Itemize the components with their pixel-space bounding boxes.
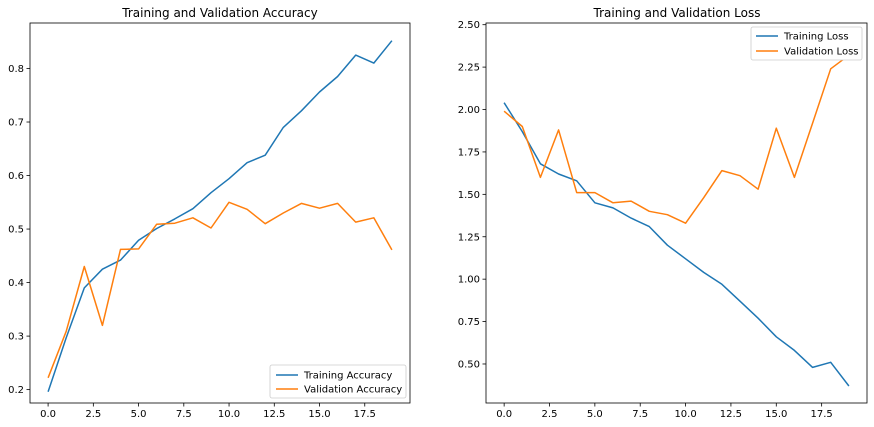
accuracy-axis-ticks: 0.0 2.5 5.0 7.5 10.0 12.5 15.0 17.5 0.2 0.3 0.4 0.5…	[8, 64, 376, 420]
legend-label-training-accuracy: Training Accuracy	[303, 371, 392, 382]
x-tick-label: 15.0	[308, 409, 330, 420]
y-tick-label: 0.75	[458, 317, 480, 328]
x-tick-label: 10.0	[674, 409, 696, 420]
y-tick-label: 1.75	[458, 147, 480, 158]
accuracy-plot-frame	[29, 22, 411, 404]
y-tick-label: 2.50	[458, 20, 480, 31]
x-tick-label: 12.5	[720, 409, 742, 420]
x-tick-label: 2.5	[542, 409, 558, 420]
accuracy-legend-box	[269, 364, 407, 399]
y-tick-label: 0.6	[8, 171, 24, 182]
x-tick-label: 2.5	[85, 409, 101, 420]
y-tick-label: 0.4	[8, 278, 24, 289]
y-tick-label: 2.25	[458, 63, 480, 74]
accuracy-series-lines	[47, 40, 393, 393]
accuracy-chart: Training and Validation Accuracy 0.0 2.5 5…	[8, 6, 411, 420]
y-tick-label: 0.2	[8, 385, 24, 396]
y-tick-label: 0.7	[8, 118, 24, 129]
y-tick-label: 1.50	[458, 190, 480, 201]
y-tick-label: 1.00	[458, 275, 480, 286]
x-tick-label: 17.5	[354, 409, 376, 420]
x-tick-label: 15.0	[765, 409, 787, 420]
accuracy-legend: Training Accuracy Validation Accuracy	[269, 364, 407, 399]
x-tick-label: 5.0	[131, 409, 147, 420]
y-tick-label: 0.50	[458, 359, 480, 370]
loss-chart-title: Training and Validation Loss	[593, 6, 761, 20]
legend-label-validation-loss: Validation Loss	[784, 47, 859, 58]
y-tick-label: 0.8	[8, 64, 24, 75]
loss-axis-ticks: 0.0 2.5 5.0 7.5 10.0 12.5 15.0 17.5 0.50 0.75 1.00…	[458, 20, 833, 420]
loss-chart: Training and Validation Loss 0.0 2.5 5.0 7.…	[458, 6, 868, 420]
x-tick-label: 0.0	[40, 409, 56, 420]
x-tick-label: 12.5	[263, 409, 285, 420]
y-tick-label: 0.3	[8, 332, 24, 343]
legend-label-validation-accuracy: Validation Accuracy	[304, 385, 402, 396]
x-tick-label: 0.0	[496, 409, 512, 420]
y-tick-label: 1.25	[458, 232, 480, 243]
y-tick-label: 2.00	[458, 105, 480, 116]
loss-series-lines	[503, 54, 850, 387]
x-tick-label: 17.5	[811, 409, 833, 420]
x-tick-label: 5.0	[587, 409, 603, 420]
loss-legend: Training Loss Validation Loss	[750, 26, 863, 61]
loss-legend-box	[750, 26, 863, 61]
x-tick-label: 7.5	[632, 409, 648, 420]
loss-plot-frame	[485, 22, 868, 404]
series-line-training-accuracy	[47, 40, 393, 393]
x-tick-label: 7.5	[176, 409, 192, 420]
accuracy-chart-title: Training and Validation Accuracy	[121, 6, 317, 20]
series-line-validation-accuracy	[47, 201, 393, 379]
series-line-training-loss	[503, 102, 850, 387]
y-tick-label: 0.5	[8, 225, 24, 236]
legend-label-training-loss: Training Loss	[783, 32, 849, 43]
series-line-validation-loss	[503, 54, 850, 224]
x-tick-label: 10.0	[218, 409, 240, 420]
